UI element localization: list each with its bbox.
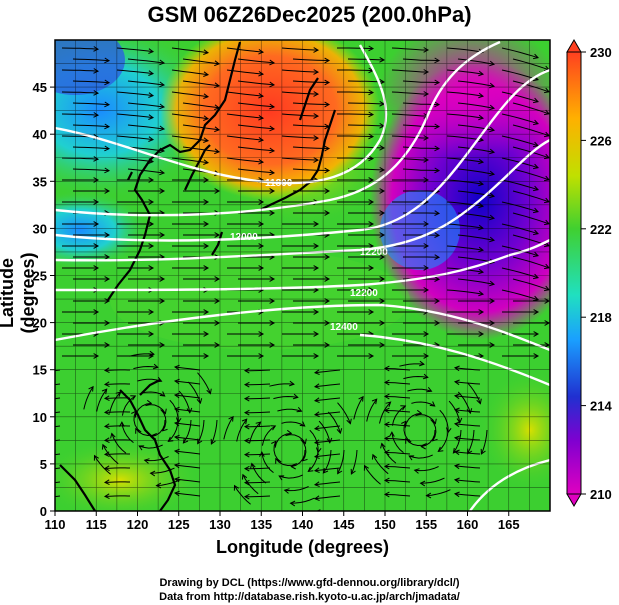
colorbar-min-arrow [566, 493, 582, 507]
colorbar-label: 226 [590, 133, 612, 148]
y-tick-label: 10 [33, 410, 47, 425]
x-tick-label: 130 [209, 517, 231, 532]
y-tick-label: 5 [40, 457, 47, 472]
x-tick-label: 160 [457, 517, 479, 532]
x-tick-label: 120 [127, 517, 149, 532]
data-credit: Data from http://database.rish.kyoto-u.a… [159, 591, 460, 603]
contour-label: 12000 [230, 232, 258, 243]
y-tick-label: 40 [33, 127, 47, 142]
x-tick-label: 125 [168, 517, 190, 532]
x-tick-label: 165 [498, 517, 520, 532]
contour-label: 12200 [360, 247, 388, 258]
y-tick-label: 20 [33, 316, 47, 331]
x-tick-label: 110 [45, 517, 66, 532]
chart-title: GSM 06Z26Dec2025 (200.0hPa) [147, 2, 472, 27]
y-tick-label: 25 [33, 269, 47, 284]
x-axis-label: Longitude (degrees) [215, 537, 389, 557]
y-tick-label: 35 [33, 174, 47, 189]
x-axis-ticks: 110 115 120 125 130 135 140 145 150 155 160 165 [45, 511, 520, 532]
y-tick-label: 15 [33, 363, 47, 378]
temperature-shading [55, 40, 550, 511]
x-tick-label: 145 [333, 517, 355, 532]
x-tick-label: 135 [250, 517, 272, 532]
x-tick-label: 140 [292, 517, 314, 532]
y-tick-label: 45 [33, 80, 47, 95]
contour-label: 12400 [330, 322, 358, 333]
colorbar-label: 218 [590, 310, 612, 325]
y-tick-label: 0 [40, 504, 47, 519]
lat-lon-grid [54, 39, 551, 512]
colorbar-label: 210 [590, 487, 612, 502]
colorbar-label: 222 [590, 222, 612, 237]
colorbar-label: 214 [590, 399, 612, 414]
y-tick-label: 30 [33, 221, 47, 236]
y-axis-ticks: 0 5 10 15 20 25 30 35 40 45 [33, 80, 55, 519]
colorbar-scale [566, 51, 582, 495]
colorbar-label: 230 [590, 45, 612, 60]
x-tick-label: 115 [86, 517, 107, 532]
contour-label: 11800 [265, 178, 293, 189]
x-tick-label: 155 [415, 517, 437, 532]
drawing-credit: Drawing by DCL (https://www.gfd-dennou.o… [159, 577, 460, 589]
x-tick-label: 150 [374, 517, 396, 532]
colorbar: 210 214 218 222 226 230 [566, 39, 612, 507]
colorbar-max-arrow [566, 39, 582, 53]
